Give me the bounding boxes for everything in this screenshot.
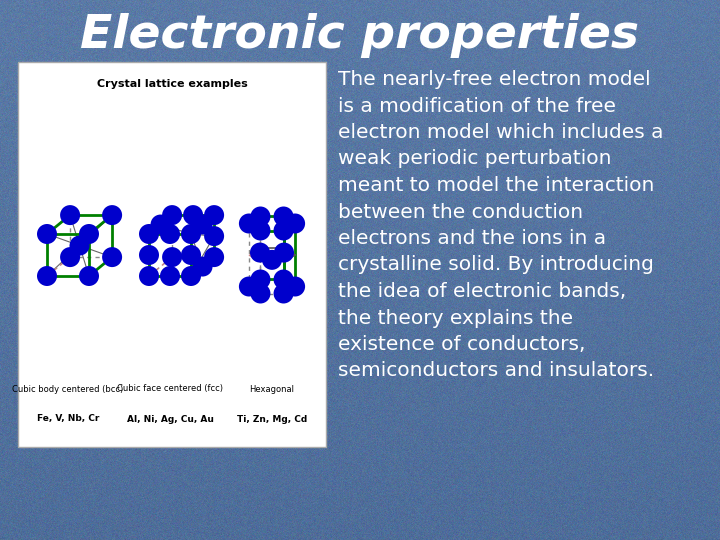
Text: Cubic body centered (bcc): Cubic body centered (bcc) [12, 384, 124, 394]
Circle shape [251, 220, 271, 240]
Circle shape [285, 213, 305, 233]
Circle shape [251, 206, 271, 226]
Circle shape [79, 266, 99, 286]
Circle shape [181, 224, 201, 244]
Circle shape [274, 284, 294, 303]
Text: Cubic face centered (fcc): Cubic face centered (fcc) [117, 384, 223, 394]
Circle shape [192, 214, 212, 234]
Circle shape [183, 205, 203, 225]
Circle shape [139, 245, 159, 265]
Text: weak periodic perturbation: weak periodic perturbation [338, 150, 611, 168]
Circle shape [160, 266, 180, 286]
Text: Ti, Zn, Mg, Cd: Ti, Zn, Mg, Cd [237, 415, 307, 423]
Circle shape [192, 256, 212, 276]
Circle shape [181, 266, 201, 286]
Circle shape [251, 284, 271, 303]
Circle shape [181, 245, 201, 265]
Circle shape [274, 242, 294, 262]
Circle shape [239, 276, 259, 296]
Text: semiconductors and insulators.: semiconductors and insulators. [338, 361, 654, 381]
Text: existence of conductors,: existence of conductors, [338, 335, 585, 354]
Circle shape [285, 276, 305, 296]
Circle shape [150, 214, 171, 234]
Text: electrons and the ions in a: electrons and the ions in a [338, 229, 606, 248]
Circle shape [274, 269, 294, 289]
Text: Electronic properties: Electronic properties [81, 12, 639, 57]
Circle shape [139, 266, 159, 286]
Text: crystalline solid. By introducing: crystalline solid. By introducing [338, 255, 654, 274]
Text: Al, Ni, Ag, Cu, Au: Al, Ni, Ag, Cu, Au [127, 415, 213, 423]
Text: is a modification of the free: is a modification of the free [338, 97, 616, 116]
Circle shape [251, 269, 271, 289]
Circle shape [79, 224, 99, 244]
Circle shape [262, 250, 282, 270]
Circle shape [37, 266, 57, 286]
Text: electron model which includes a: electron model which includes a [338, 123, 664, 142]
Circle shape [250, 242, 270, 262]
Text: Hexagonal: Hexagonal [250, 384, 294, 394]
Circle shape [204, 205, 224, 225]
Text: The nearly-free electron model: The nearly-free electron model [338, 70, 651, 89]
Circle shape [60, 247, 80, 267]
Text: Fe, V, Nb, Cr: Fe, V, Nb, Cr [37, 415, 99, 423]
Circle shape [162, 205, 182, 225]
Circle shape [204, 247, 224, 267]
Circle shape [102, 247, 122, 267]
Circle shape [274, 206, 294, 226]
Circle shape [274, 220, 294, 240]
Circle shape [60, 205, 80, 225]
Circle shape [162, 247, 182, 267]
Circle shape [239, 213, 259, 233]
Circle shape [204, 226, 224, 246]
Text: the theory explains the: the theory explains the [338, 308, 573, 327]
Text: meant to model the interaction: meant to model the interaction [338, 176, 654, 195]
Text: Crystal lattice examples: Crystal lattice examples [96, 79, 248, 89]
Circle shape [70, 235, 89, 255]
Circle shape [37, 224, 57, 244]
Text: between the conduction: between the conduction [338, 202, 583, 221]
Text: the idea of electronic bands,: the idea of electronic bands, [338, 282, 626, 301]
Circle shape [139, 224, 159, 244]
Circle shape [102, 205, 122, 225]
Bar [18, 62, 326, 447]
Circle shape [160, 224, 180, 244]
